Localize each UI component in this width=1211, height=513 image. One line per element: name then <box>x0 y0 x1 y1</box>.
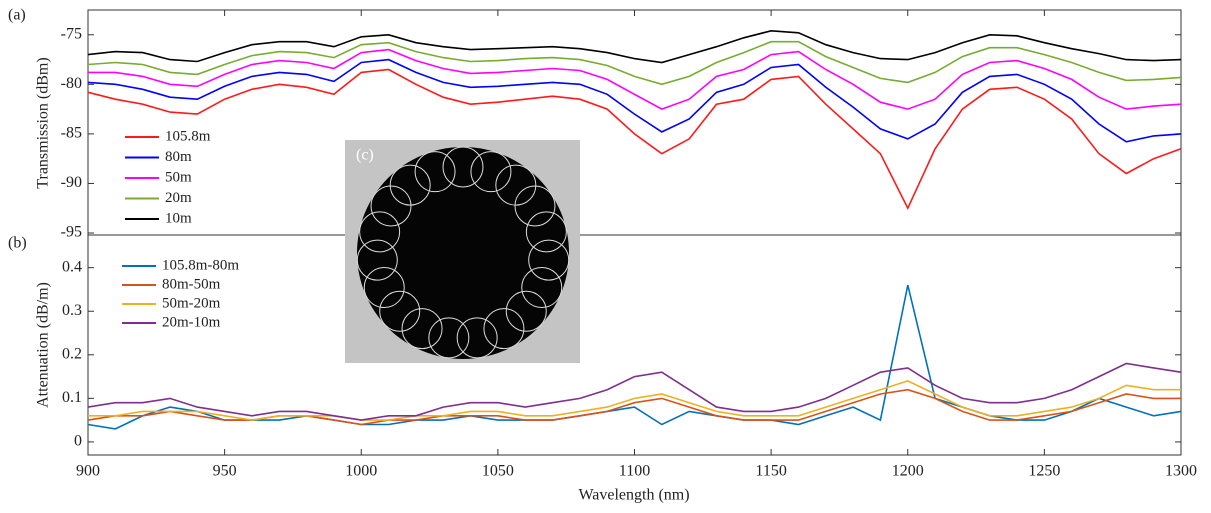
x-tick-label: 1000 <box>345 463 377 480</box>
series-line <box>87 58 1182 143</box>
capillary <box>528 239 570 281</box>
legend-label: 10m <box>165 210 192 226</box>
capillary <box>363 267 405 309</box>
capillary <box>495 164 537 206</box>
x-tick-label: 900 <box>76 463 100 480</box>
capillary <box>414 151 456 193</box>
capillary <box>428 317 470 359</box>
legend-label: 20m-10m <box>162 314 221 330</box>
y-tick-label: 0.4 <box>62 258 82 275</box>
x-tick-label: 1300 <box>1165 463 1197 480</box>
x-tick-label: 1050 <box>482 463 514 480</box>
x-axis-label: Wavelength (nm) <box>578 487 689 504</box>
legend-label: 50m-20m <box>162 295 221 311</box>
y-tick-label: -85 <box>61 125 82 142</box>
capillary <box>456 317 498 359</box>
capillary <box>356 239 398 281</box>
capillary <box>389 164 431 206</box>
capillary <box>370 185 412 227</box>
capillary <box>521 267 563 309</box>
capillary <box>359 211 401 253</box>
x-tick-label: 1250 <box>1028 463 1060 480</box>
capillary <box>401 308 443 350</box>
capillary <box>483 308 525 350</box>
series-line <box>88 380 1181 421</box>
legend-label: 80m <box>165 149 192 165</box>
x-tick-label: 1150 <box>755 463 786 480</box>
x-tick-label: 1100 <box>619 463 650 480</box>
series-line <box>87 362 1182 421</box>
panel-label: (a) <box>8 7 26 24</box>
inset-image <box>345 140 580 363</box>
legend-label: 20m <box>165 190 192 206</box>
series-line <box>88 48 1182 110</box>
y-tick-label: 0.2 <box>62 345 82 362</box>
fiber-cladding <box>357 147 569 359</box>
inset-label: (c) <box>356 147 374 164</box>
series-line <box>87 284 1182 430</box>
x-tick-label: 950 <box>213 463 237 480</box>
capillary <box>514 185 556 227</box>
capillary <box>525 211 567 253</box>
legend-label: 105.8m-80m <box>162 257 239 273</box>
series-line <box>87 40 1182 86</box>
panel-b-frame <box>87 234 1182 456</box>
legend-label: 50m <box>165 169 192 185</box>
panel-label: (b) <box>8 235 27 252</box>
capillary <box>505 290 547 332</box>
capillary <box>470 151 512 193</box>
capillary <box>379 290 421 332</box>
panel-a-frame <box>87 9 1182 236</box>
legend-label: 105.8m <box>165 128 211 144</box>
y-tick-label: -95 <box>61 224 82 241</box>
y-axis-label: Transmission (dBm) <box>35 57 52 188</box>
legend-label: 80m-50m <box>162 276 221 292</box>
plot-area: 0 0.1 0.2 0.3 0.4 900 950 1000 1050 1100 1150 1200 1… <box>62 10 1197 480</box>
plot-area: -95 -90 -85 -80 -75 105.8m 80m 50m 20m 10m <box>61 25 1182 241</box>
x-tick-label: 1200 <box>892 463 924 480</box>
series-line <box>87 68 1182 211</box>
capillary <box>442 146 484 188</box>
y-tick-label: -75 <box>61 25 82 42</box>
y-tick-label: 0.3 <box>62 302 82 319</box>
y-tick-label: -90 <box>61 174 82 191</box>
y-tick-label: -80 <box>61 75 82 92</box>
y-tick-label: 0 <box>74 433 82 450</box>
y-axis-label: Attenuation (dB/m) <box>35 282 52 408</box>
y-tick-label: 0.1 <box>62 389 82 406</box>
series-line <box>87 29 1182 64</box>
